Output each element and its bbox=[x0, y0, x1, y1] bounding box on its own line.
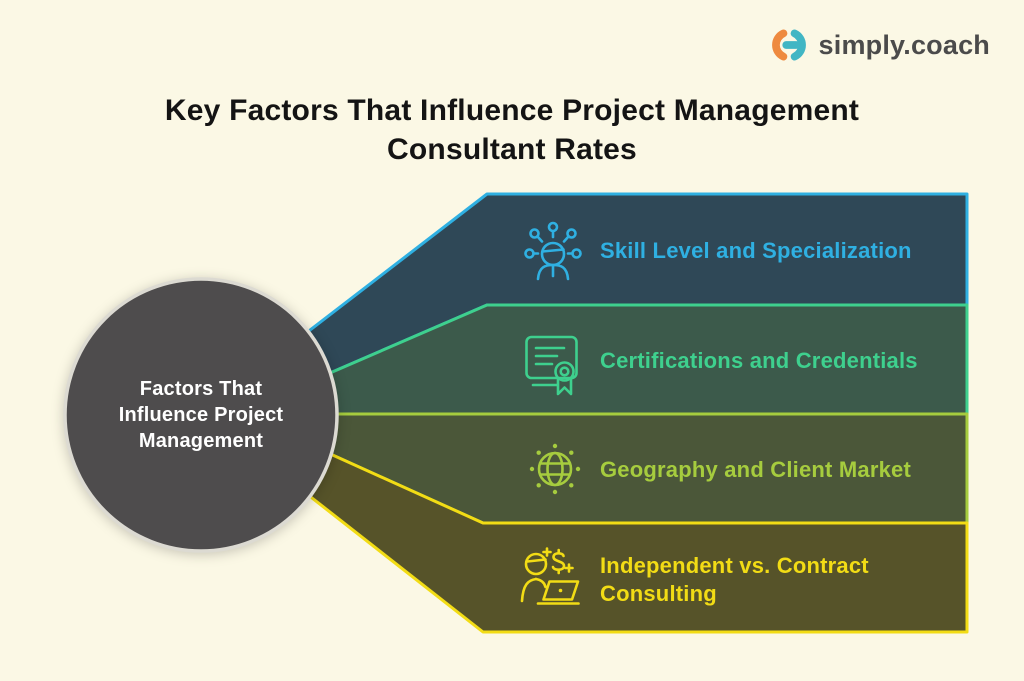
hub-label-line-3: Management bbox=[139, 430, 263, 452]
page-title-line-2: Consultant Rates bbox=[387, 133, 637, 166]
globe-network-icon bbox=[529, 443, 581, 495]
brand-logo: simply.coach bbox=[768, 24, 990, 66]
factor-label-certifications: Certifications and Credentials bbox=[600, 348, 918, 373]
page-title-line-1: Key Factors That Influence Project Manag… bbox=[164, 94, 860, 127]
hub-label-line-2: Influence Project bbox=[119, 404, 284, 426]
factor-label-geography: Geography and Client Market bbox=[600, 457, 911, 482]
brand-name: simply.coach bbox=[818, 29, 990, 60]
hub: Factors That Influence Project Managemen… bbox=[63, 277, 339, 553]
factor-label-consulting-line-1: Independent vs. Contract bbox=[600, 553, 869, 578]
factor-label-skill: Skill Level and Specialization bbox=[600, 238, 912, 263]
hub-circle bbox=[63, 277, 339, 553]
factor-label-consulting-line-2: Consulting bbox=[600, 581, 717, 606]
factor-band-certifications: Certifications and Credentials bbox=[248, 303, 969, 416]
certificate-ribbon-icon bbox=[525, 335, 578, 396]
factor-band-consulting: Independent vs. Contract Consulting bbox=[259, 422, 969, 634]
page-title: Key Factors That Influence Project Manag… bbox=[0, 91, 1024, 169]
hub-label-line-1: Factors That bbox=[140, 378, 263, 400]
person-laptop-dollar-icon bbox=[520, 547, 580, 605]
skill-network-person-icon bbox=[524, 221, 582, 281]
simply-coach-logo-icon bbox=[771, 29, 806, 61]
